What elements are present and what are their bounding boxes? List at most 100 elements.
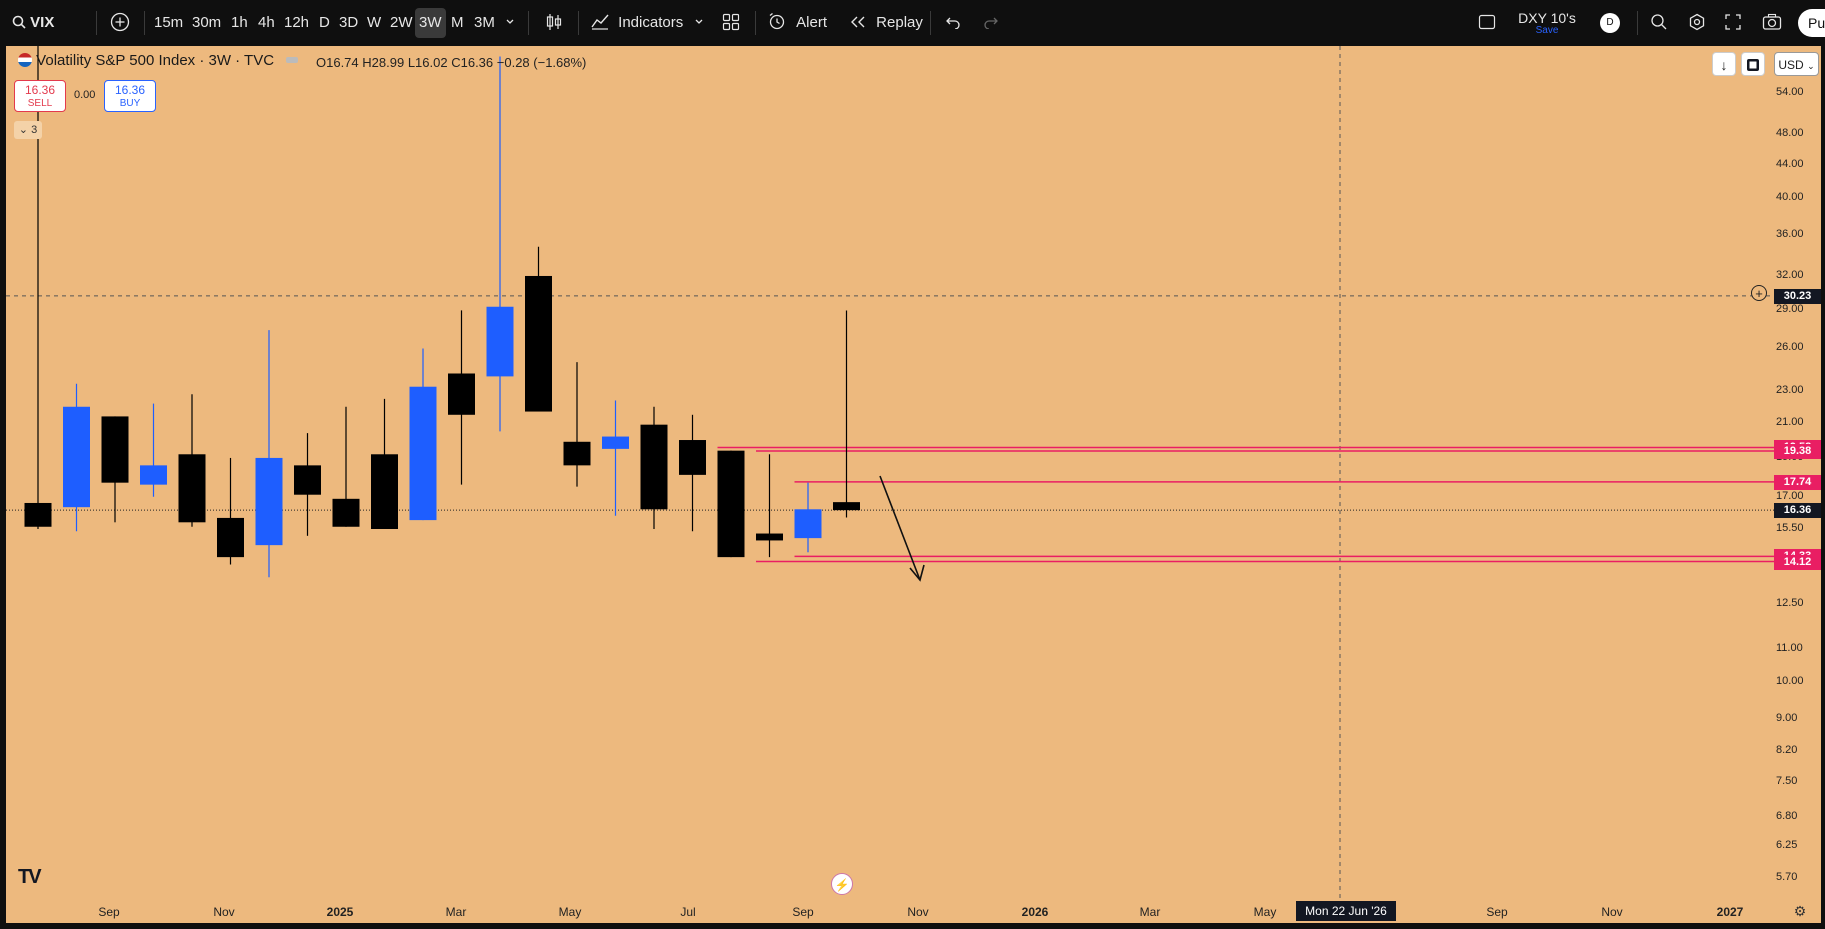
price-tick: 8.20 bbox=[1776, 744, 1798, 757]
layout-name: DXY 10's bbox=[1518, 10, 1576, 26]
candle-body bbox=[140, 465, 167, 485]
replay-button[interactable]: Replay bbox=[850, 0, 923, 46]
timeframe-4h[interactable]: 4h bbox=[258, 14, 275, 31]
compare-symbol-button[interactable] bbox=[110, 0, 130, 46]
toolbar-divider bbox=[528, 11, 529, 35]
alert-button[interactable]: Alert bbox=[768, 0, 827, 46]
currency-label: USD bbox=[1778, 58, 1804, 72]
add-alert-crosshair-icon[interactable]: + bbox=[1751, 285, 1767, 301]
us-flag-icon bbox=[18, 53, 32, 67]
price-tag: 19.38 bbox=[1774, 444, 1821, 460]
layouts-button[interactable] bbox=[722, 0, 740, 46]
lightning-icon[interactable]: ⚡ bbox=[831, 873, 853, 895]
clock-settings-icon[interactable]: ⚙ bbox=[1793, 903, 1807, 919]
auto-scale-button[interactable] bbox=[1741, 52, 1765, 76]
quick-search-button[interactable] bbox=[1650, 0, 1668, 46]
alarm-clock-icon bbox=[769, 12, 785, 30]
time-tick: Nov bbox=[213, 905, 235, 919]
redo-icon bbox=[984, 17, 998, 30]
price-tick: 29.00 bbox=[1776, 303, 1804, 316]
toolbar-divider bbox=[930, 11, 931, 35]
timeframe-3w[interactable]: 3W bbox=[415, 8, 446, 38]
chevron-down-icon: ⌄ bbox=[18, 124, 29, 136]
candle-body bbox=[679, 440, 706, 475]
candle-body bbox=[24, 502, 52, 527]
indicators-collapse-button[interactable]: ⌄ 3 bbox=[14, 121, 42, 139]
candle-body bbox=[178, 454, 206, 523]
candles-icon bbox=[546, 14, 562, 30]
timeframe-2w[interactable]: 2W bbox=[390, 14, 413, 31]
layout-select-button[interactable] bbox=[1478, 0, 1496, 46]
symbol-search-button[interactable]: VIX bbox=[12, 0, 54, 46]
timeframe-m[interactable]: M bbox=[451, 14, 464, 31]
chevron-down-icon: ⌄ bbox=[1807, 61, 1815, 71]
chevron-down-icon bbox=[506, 19, 514, 24]
candle-body bbox=[409, 386, 437, 521]
timeframe-3m[interactable]: 3M bbox=[474, 14, 495, 31]
candle-body bbox=[101, 416, 129, 483]
undo-button[interactable] bbox=[945, 0, 961, 46]
candle-body bbox=[640, 424, 668, 510]
buy-button[interactable]: 16.36 BUY bbox=[104, 80, 156, 112]
candle-body bbox=[563, 441, 591, 466]
search-icon bbox=[12, 15, 26, 29]
buy-label: BUY bbox=[119, 98, 141, 109]
timeframe-30m[interactable]: 30m bbox=[192, 14, 222, 31]
indicators-button[interactable]: Indicators bbox=[590, 0, 683, 46]
timeframe-3d[interactable]: 3D bbox=[339, 14, 359, 31]
price-tick: 21.00 bbox=[1776, 416, 1804, 428]
sell-button[interactable]: 16.36 SELL bbox=[14, 80, 66, 112]
price-tick: 26.00 bbox=[1776, 341, 1804, 354]
price-tick: 36.00 bbox=[1776, 227, 1804, 240]
timeframe-12h[interactable]: 12h bbox=[284, 14, 310, 31]
price-tick: 15.50 bbox=[1776, 522, 1804, 534]
tradingview-logo-icon[interactable]: TV bbox=[18, 866, 42, 888]
arrow-down-icon: ↓ bbox=[1720, 57, 1728, 73]
price-tick: 32.00 bbox=[1776, 268, 1804, 281]
settings-button[interactable] bbox=[1688, 0, 1706, 46]
avatar[interactable]: D bbox=[1600, 13, 1620, 33]
price-tag: 30.23 bbox=[1774, 288, 1821, 304]
undo-icon bbox=[946, 17, 960, 30]
close-value: C16.36 bbox=[451, 55, 494, 70]
price-chart[interactable] bbox=[6, 46, 1821, 923]
candle-body bbox=[63, 406, 90, 508]
indicators-dropdown[interactable] bbox=[694, 0, 704, 46]
candle-body bbox=[486, 306, 514, 377]
fullscreen-button[interactable] bbox=[1724, 0, 1742, 46]
legend-title-row: Volatility S&P 500 Index · 3W · TVC bbox=[18, 52, 299, 69]
price-tick: 6.25 bbox=[1776, 839, 1798, 852]
layout-save-status: Save bbox=[1535, 25, 1559, 36]
layout-name-block[interactable]: DXY 10's Save bbox=[1512, 10, 1582, 36]
snapshot-button[interactable] bbox=[1762, 0, 1782, 46]
candle-body bbox=[756, 533, 783, 541]
gear-icon bbox=[1689, 13, 1705, 31]
chevron-down-icon bbox=[695, 19, 703, 24]
scroll-to-latest-button[interactable]: ↓ bbox=[1712, 52, 1736, 76]
timeframe-15m[interactable]: 15m bbox=[154, 14, 184, 31]
timeframe-d[interactable]: D bbox=[319, 14, 330, 31]
candle-body bbox=[255, 457, 283, 546]
trend-arrow-line bbox=[879, 475, 921, 581]
time-tick: 2026 bbox=[1021, 905, 1049, 919]
timeframe-dropdown[interactable] bbox=[505, 0, 515, 46]
camera-icon bbox=[1762, 13, 1782, 30]
time-tick: 2027 bbox=[1716, 905, 1744, 919]
price-tick: 6.80 bbox=[1776, 809, 1798, 822]
currency-select[interactable]: USD ⌄ bbox=[1774, 52, 1819, 76]
toolbar-divider bbox=[144, 11, 145, 35]
time-tick: Nov bbox=[907, 905, 929, 919]
timeframe-1h[interactable]: 1h bbox=[231, 14, 248, 31]
publish-button[interactable]: Pu bbox=[1798, 9, 1825, 37]
spread-value: 0.00 bbox=[74, 89, 96, 101]
candle-body bbox=[448, 373, 475, 415]
chart-type-button[interactable] bbox=[545, 0, 563, 46]
symbol-label: VIX bbox=[30, 14, 55, 31]
candle-body bbox=[217, 517, 244, 558]
timeframe-w[interactable]: W bbox=[367, 14, 382, 31]
candle-body bbox=[371, 454, 398, 529]
redo-button[interactable] bbox=[983, 0, 999, 46]
toolbar-divider bbox=[96, 11, 97, 35]
price-tick: 10.00 bbox=[1776, 674, 1804, 687]
candle-body bbox=[794, 509, 822, 539]
